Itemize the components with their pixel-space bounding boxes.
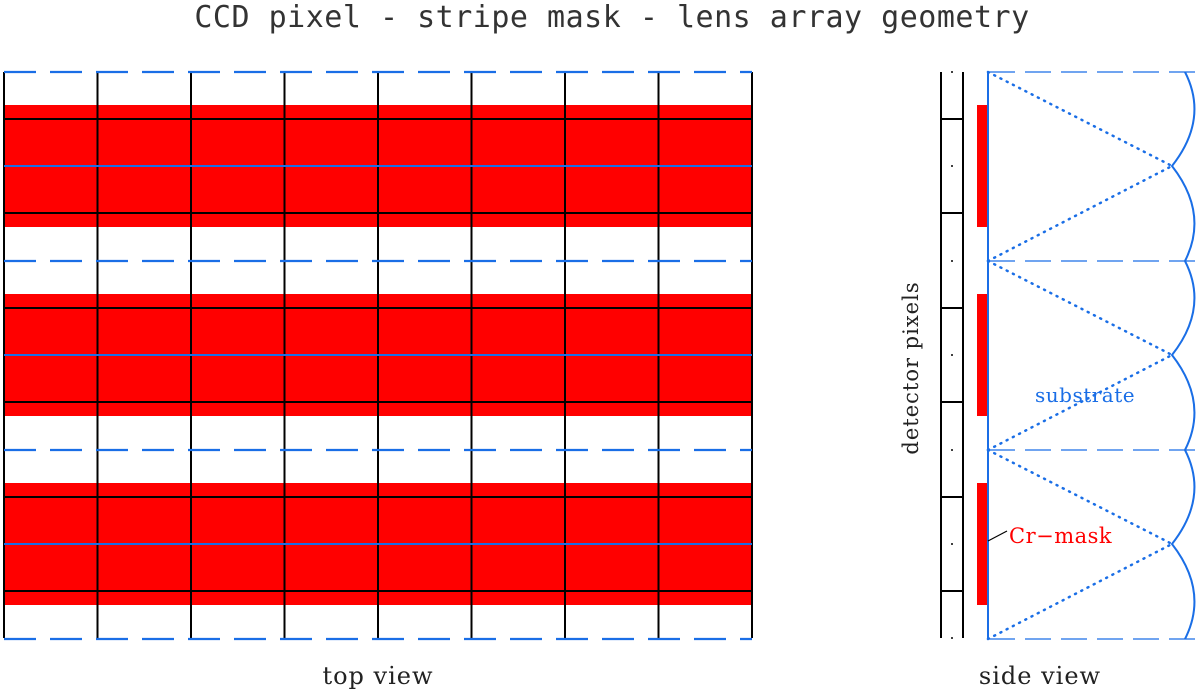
focusing-ray: [986, 259, 1174, 357]
focusing-rays: [986, 70, 1174, 641]
lens-axis-lines: [4, 165, 752, 545]
top-view-label: top view: [322, 662, 433, 690]
focusing-ray: [986, 542, 1174, 641]
side-view-label: side view: [979, 662, 1101, 690]
substrate-label: substrate: [1035, 383, 1135, 407]
side-view-panel: [940, 70, 1196, 641]
focusing-ray: [986, 164, 1174, 263]
mask-pointer-line: [987, 530, 1008, 542]
detector-pixels-label: detector pixels: [899, 281, 923, 454]
cr-mask-segments: [977, 105, 987, 605]
cr-mask-label: Cr−mask: [1009, 524, 1112, 548]
lens-array-surface: [987, 71, 1196, 640]
focusing-ray: [986, 353, 1174, 452]
lens-surface-arc: [1170, 260, 1196, 451]
top-view-panel: [3, 70, 753, 641]
focusing-ray: [986, 448, 1174, 546]
lens-surface-arc: [1170, 449, 1196, 640]
cr-mask-segment: [977, 105, 987, 227]
cr-mask-segment: [977, 483, 987, 605]
lens-surface-arc: [1170, 71, 1196, 262]
lens-boundary-dashes: [989, 71, 1196, 640]
detector-pixel-column: [940, 71, 964, 639]
diagram-title: CCD pixel - stripe mask - lens array geo…: [194, 0, 1029, 35]
focusing-ray: [986, 70, 1174, 168]
cr-mask-segment: [977, 294, 987, 416]
lens-boundary-lines: [4, 70, 752, 641]
